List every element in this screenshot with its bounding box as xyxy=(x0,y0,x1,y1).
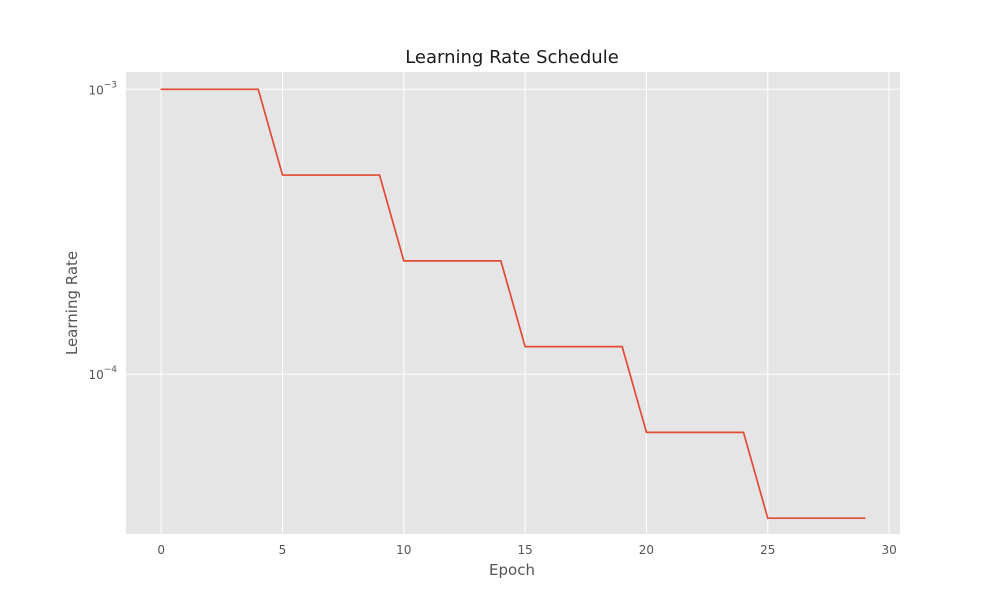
y-tick-exponent: −3 xyxy=(104,80,117,90)
y-tick-label: 10−4 xyxy=(88,365,117,382)
x-axis-ticks: 0 5 10 15 20 25 30 xyxy=(157,543,896,557)
y-tick-exponent: −4 xyxy=(104,365,118,375)
y-tick-base: 10 xyxy=(88,83,103,97)
y-axis-label: Learning Rate xyxy=(63,251,81,355)
x-tick-label: 20 xyxy=(639,543,654,557)
series-layer xyxy=(160,88,866,520)
y-tick-base: 10 xyxy=(88,368,103,382)
x-tick-label: 10 xyxy=(396,543,411,557)
series-line xyxy=(160,88,866,520)
x-tick-label: 30 xyxy=(881,543,896,557)
chart-title: Learning Rate Schedule xyxy=(405,47,619,68)
x-tick-label: 0 xyxy=(157,543,165,557)
x-tick-label: 15 xyxy=(517,543,532,557)
y-axis-ticks: 10−310−4 xyxy=(88,80,117,382)
x-tick-label: 5 xyxy=(279,543,287,557)
y-tick-label: 10−3 xyxy=(88,80,117,97)
x-tick-label: 25 xyxy=(760,543,775,557)
x-axis-label: Epoch xyxy=(489,561,535,579)
